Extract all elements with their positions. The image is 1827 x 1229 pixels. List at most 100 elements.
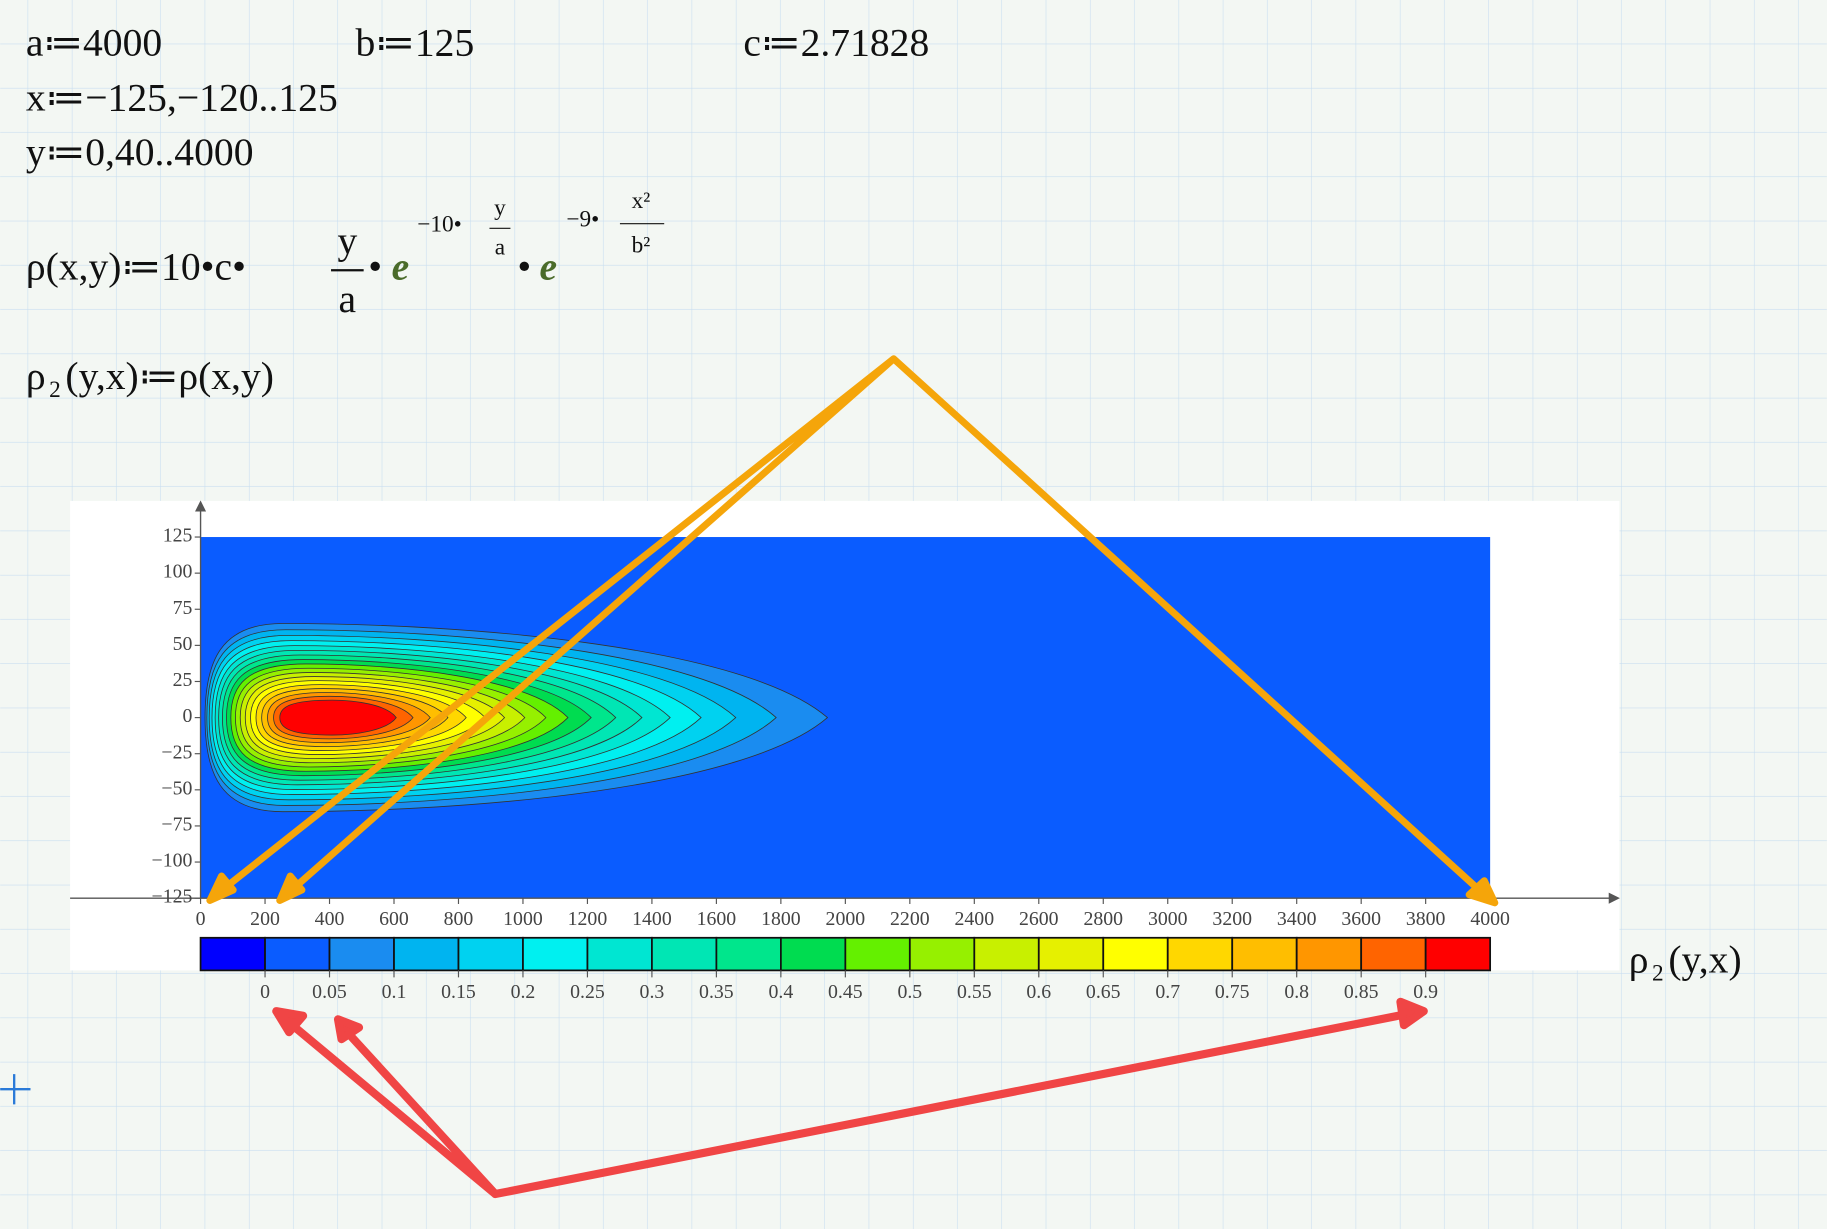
- x-tick-label: 0: [196, 908, 206, 930]
- y-tick-label: 125: [163, 525, 193, 547]
- colorbar-cell: [1037, 936, 1105, 972]
- colorbar-cell: [1102, 936, 1169, 972]
- colorbar-cell: [715, 936, 782, 972]
- x-tick-label: 3600: [1341, 908, 1381, 930]
- colorbar-tick-label: 0.4: [768, 981, 793, 1003]
- colorbar-tick-label: 0.25: [570, 981, 605, 1003]
- colorbar-tick-label: 0.65: [1086, 981, 1121, 1003]
- x-tick-label: 3000: [1148, 908, 1188, 930]
- colorbar-tick-label: 0.2: [511, 981, 536, 1003]
- dot: •: [368, 244, 382, 288]
- colorbar-tick-label: 0.85: [1344, 981, 1379, 1003]
- x-tick-label: 1200: [568, 908, 608, 930]
- colorbar-cell: [457, 936, 524, 972]
- x-tick-label: 400: [315, 908, 345, 930]
- axis-label-rest: (y,x): [1668, 937, 1741, 981]
- x-tick-label: 1400: [632, 908, 672, 930]
- colorbar-tick-label: 0.8: [1284, 981, 1309, 1003]
- x-tick-label: 2200: [890, 908, 930, 930]
- y-tick-label: −125: [152, 886, 193, 908]
- x-tick-label: 800: [444, 908, 474, 930]
- colorbar-tick-label: 0.7: [1155, 981, 1180, 1003]
- rho2-rest: (y,x)≔ρ(x,y): [65, 354, 274, 398]
- contour-band: [279, 699, 397, 736]
- colorbar-cell: [844, 936, 911, 972]
- x-tick-label: 2000: [826, 908, 866, 930]
- definition: x≔−125,−120..125: [26, 75, 338, 119]
- fraction-num: y: [337, 219, 357, 263]
- x-tick-label: 1800: [761, 908, 801, 930]
- colorbar-cell: [1360, 936, 1427, 972]
- colorbar-tick-label: 0.05: [312, 981, 347, 1003]
- fraction-den: a: [339, 277, 357, 321]
- contour-plot: 0 200 400 600 800 1000 1200 1400 1600 1800 2000 220…: [70, 500, 1620, 1003]
- exponent-num: x²: [632, 188, 651, 214]
- y-tick-label: −25: [161, 741, 192, 763]
- exponent-den: b²: [632, 232, 651, 258]
- x-tick-label: 200: [250, 908, 280, 930]
- colorbar-tick-label: 0.1: [382, 981, 407, 1003]
- definition: y≔0,40..4000: [26, 130, 254, 174]
- exponent-num: y: [494, 195, 506, 221]
- y-tick-label: 0: [183, 705, 193, 727]
- colorbar-cell: [1166, 936, 1234, 972]
- colorbar-tick-label: 0.3: [640, 981, 665, 1003]
- colorbar-cell: [651, 936, 718, 972]
- y-tick-label: −75: [161, 813, 192, 835]
- definition: a≔4000: [26, 21, 162, 65]
- colorbar-tick-label: 0.55: [957, 981, 992, 1003]
- x-tick-label: 1600: [697, 908, 737, 930]
- colorbar-cell: [1424, 936, 1492, 972]
- orange-arrows: [206, 355, 1499, 907]
- x-tick-label: 3400: [1277, 908, 1317, 930]
- colorbar-cell: [328, 936, 395, 972]
- rho-lhs: ρ(x,y)≔10•c•: [26, 244, 246, 288]
- colorbar-tick-label: 0.15: [441, 981, 476, 1003]
- exponent-coef: −10•: [417, 211, 462, 237]
- colorbar-cell: [1295, 936, 1363, 972]
- colorbar-cell: [522, 936, 589, 972]
- exponent-coef: −9•: [566, 207, 599, 233]
- axis-label-sub: 2: [1652, 960, 1664, 986]
- red-arrows: [272, 997, 1428, 1199]
- x-tick-label: 2400: [955, 908, 995, 930]
- y-tick-label: −50: [161, 777, 192, 799]
- colorbar-tick-label: 0.5: [897, 981, 922, 1003]
- colorbar-cell: [586, 936, 653, 972]
- dot: •: [517, 244, 531, 288]
- y-tick-label: 75: [173, 597, 193, 619]
- x-tick-label: 2600: [1019, 908, 1059, 930]
- y-tick-label: −100: [152, 850, 193, 872]
- cursor: [0, 1074, 31, 1105]
- colorbar-cell: [393, 936, 460, 972]
- equations: a≔4000 b≔125 c≔2.71828 x≔−125,−120..125 …: [26, 21, 929, 403]
- x-tick-label: 3800: [1406, 908, 1446, 930]
- colorbar-tick-label: 0.75: [1215, 981, 1250, 1003]
- definition: c≔2.71828: [743, 21, 929, 65]
- colorbar-tick-label: 0: [260, 981, 270, 1003]
- x-tick-label: 1000: [503, 908, 543, 930]
- colorbar-tick-label: 0.45: [828, 981, 863, 1003]
- colorbar-cell: [779, 936, 847, 972]
- y-tick-label: 50: [173, 633, 193, 655]
- colorbar-cell: [1231, 936, 1298, 972]
- x-tick-label: 600: [379, 908, 409, 930]
- colorbar-cell: [973, 936, 1040, 972]
- colorbar-cell: [264, 936, 331, 972]
- y-tick-label: 25: [173, 669, 193, 691]
- euler-e: e: [540, 244, 558, 288]
- x-tick-label: 2800: [1083, 908, 1123, 930]
- colorbar-tick-label: 0.35: [699, 981, 734, 1003]
- x-tick-label: 4000: [1470, 908, 1510, 930]
- annotations: [206, 355, 1499, 1199]
- exponent-den: a: [495, 235, 506, 261]
- definition: b≔125: [355, 21, 474, 65]
- axis-label-symbol: ρ: [1629, 937, 1649, 981]
- rho2-sub: 2: [49, 377, 61, 403]
- colorbar-cell: [908, 936, 976, 972]
- rho2-symbol: ρ: [26, 354, 46, 398]
- colorbar-cell: [199, 936, 266, 972]
- colorbar-tick-label: 0.6: [1026, 981, 1051, 1003]
